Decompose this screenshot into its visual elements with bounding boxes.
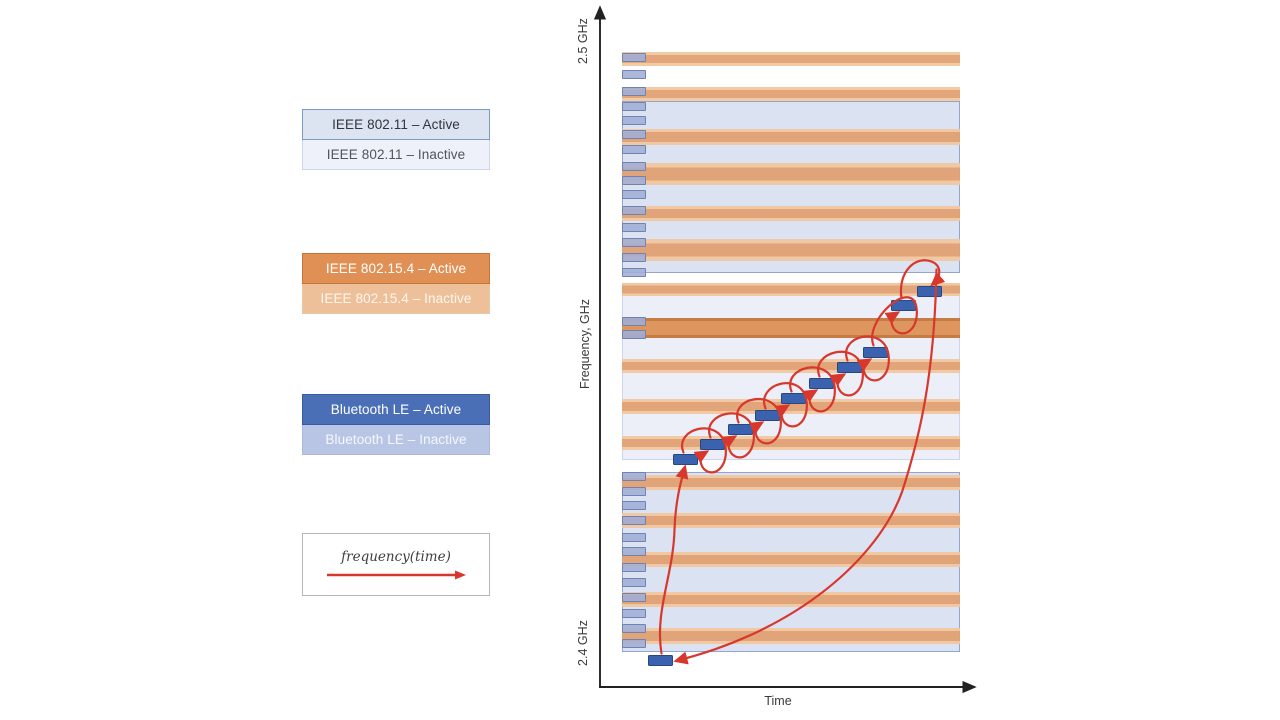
ble-channel-inactive: [622, 53, 646, 62]
legend-ble-inactive: Bluetooth LE – Inactive: [302, 425, 490, 455]
ble-channel-inactive: [622, 533, 646, 542]
y-axis-top-tick: 2.5 GHz: [576, 18, 590, 64]
legend-wifi-active-label: IEEE 802.11 – Active: [332, 117, 460, 132]
ble-channel-inactive: [622, 317, 646, 326]
ble-channel-inactive: [622, 639, 646, 648]
zigbee-channel-inactive: [622, 552, 960, 567]
ble-transmission-active: [755, 410, 780, 421]
legend-zigbee-inactive-label: IEEE 802.15.4 – Inactive: [320, 291, 472, 306]
zigbee-channel-inactive: [622, 475, 960, 490]
legend-zigbee-active: IEEE 802.15.4 – Active: [302, 253, 490, 284]
ble-channel-inactive: [622, 238, 646, 247]
ble-channel-inactive: [622, 206, 646, 215]
ble-transmission-active: [700, 439, 725, 450]
legend-frequency-hop: frequency(time): [302, 533, 490, 596]
legend-ble-active: Bluetooth LE – Active: [302, 394, 490, 425]
zigbee-channel-inactive: [622, 87, 960, 101]
y-axis-bottom-tick: 2.4 GHz: [576, 620, 590, 666]
ble-transmission-active: [863, 347, 888, 358]
ble-channel-inactive: [622, 593, 646, 602]
legend-ble: Bluetooth LE – Active Bluetooth LE – Ina…: [302, 394, 490, 455]
ble-channel-inactive: [622, 102, 646, 111]
zigbee-channel-inactive: [622, 592, 960, 607]
ble-channel-inactive: [622, 563, 646, 572]
legend-zigbee: IEEE 802.15.4 – Active IEEE 802.15.4 – I…: [302, 253, 490, 314]
zigbee-channel-inactive: [622, 239, 960, 261]
zigbee-channel-inactive: [622, 628, 960, 644]
zigbee-channel-active: [622, 318, 960, 338]
ble-transmission-active: [917, 286, 942, 297]
ble-channel-inactive: [622, 223, 646, 232]
zigbee-channel-inactive: [622, 206, 960, 221]
ble-transmission-active: [673, 454, 698, 465]
legend-wifi-inactive-label: IEEE 802.11 – Inactive: [326, 147, 466, 162]
ble-transmission-active: [891, 300, 916, 311]
ble-channel-inactive: [622, 330, 646, 339]
ble-channel-inactive: [622, 516, 646, 525]
zigbee-channel-inactive: [622, 513, 960, 528]
ble-transmission-active: [781, 393, 806, 404]
legend-zigbee-inactive: IEEE 802.15.4 – Inactive: [302, 284, 490, 314]
legend-ble-inactive-label: Bluetooth LE – Inactive: [325, 432, 467, 447]
zigbee-channel-inactive: [622, 52, 960, 66]
ble-channel-inactive: [622, 253, 646, 262]
zigbee-channel-inactive: [622, 359, 960, 373]
zigbee-channel-inactive: [622, 436, 960, 450]
legend-frequency-hop-label: frequency(time): [341, 548, 451, 565]
ble-channel-inactive: [622, 501, 646, 510]
ble-transmission-active: [809, 378, 834, 389]
ble-channel-inactive: [622, 487, 646, 496]
ble-channel-inactive: [622, 472, 646, 481]
ble-channel-inactive: [622, 190, 646, 199]
ble-channel-inactive: [622, 162, 646, 171]
ble-channel-inactive: [622, 268, 646, 277]
legend-ble-active-label: Bluetooth LE – Active: [330, 402, 462, 417]
y-axis-title: Frequency, GHz: [578, 298, 592, 390]
zigbee-channel-inactive: [622, 283, 960, 296]
ble-transmission-active: [837, 362, 862, 373]
ble-transmission-active: [728, 424, 753, 435]
zigbee-channel-inactive: [622, 129, 960, 145]
ble-channel-inactive: [622, 624, 646, 633]
ble-channel-inactive: [622, 609, 646, 618]
ble-channel-inactive: [622, 87, 646, 96]
ble-channel-inactive: [622, 70, 646, 79]
red-arrow-icon: [327, 570, 466, 579]
x-axis-title: Time: [764, 694, 792, 708]
legend-wifi-inactive: IEEE 802.11 – Inactive: [302, 140, 490, 170]
ble-transmission-active: [648, 655, 673, 666]
zigbee-channel-inactive: [622, 163, 960, 185]
ble-channel-inactive: [622, 578, 646, 587]
ble-channel-inactive: [622, 130, 646, 139]
ble-channel-inactive: [622, 116, 646, 125]
legend-wifi-active: IEEE 802.11 – Active: [302, 109, 490, 140]
ble-channel-inactive: [622, 145, 646, 154]
ble-channel-inactive: [622, 176, 646, 185]
ble-channel-inactive: [622, 547, 646, 556]
legend-wifi: IEEE 802.11 – Active IEEE 802.11 – Inact…: [302, 109, 490, 170]
legend-zigbee-active-label: IEEE 802.15.4 – Active: [325, 261, 467, 276]
